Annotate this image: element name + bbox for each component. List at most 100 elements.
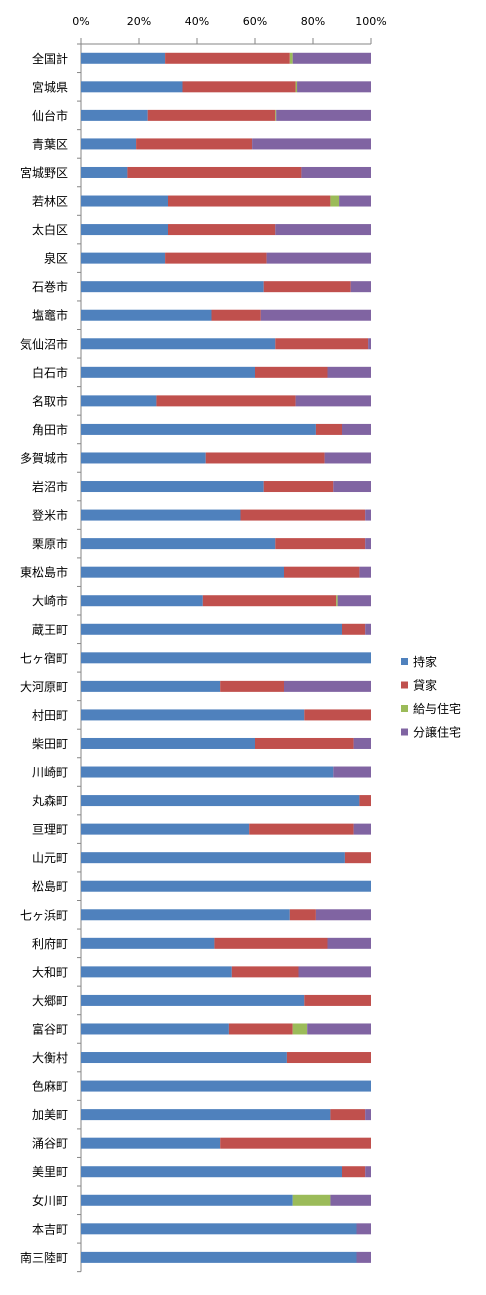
bar-segment-0 — [81, 623, 342, 635]
category-label: 泉区 — [44, 252, 68, 266]
category-label: 太白区 — [32, 222, 68, 237]
bar-segment-1 — [240, 509, 366, 521]
bar-segment-0 — [81, 338, 276, 350]
category-label: 松島町 — [32, 879, 68, 894]
bar-segment-0 — [81, 566, 284, 578]
bar-segment-1 — [231, 966, 299, 978]
bar-segment-1 — [228, 1023, 293, 1035]
bar-segment-0 — [81, 109, 148, 121]
bar-segment-1 — [165, 252, 267, 264]
category-label: 大衡村 — [32, 1051, 68, 1065]
category-label: 大河原町 — [20, 680, 68, 694]
bar-segment-3 — [330, 1194, 371, 1206]
bar-segment-3 — [260, 309, 371, 321]
category-label: 大崎市 — [32, 593, 68, 608]
bar-segment-1 — [304, 994, 371, 1006]
category-label: 東松島市 — [20, 565, 68, 580]
bar-segment-1 — [168, 224, 276, 236]
bar-segment-0 — [81, 395, 157, 407]
category-label: 川崎町 — [32, 766, 68, 780]
bar-segment-3 — [368, 338, 371, 350]
category-label: 柴田町 — [32, 737, 68, 751]
x-tick-label: 0% — [72, 15, 89, 28]
legend-label: 分譲住宅 — [413, 725, 461, 740]
category-label: 蔵王町 — [32, 623, 68, 637]
bar-segment-1 — [220, 680, 284, 692]
bar-segment-1 — [275, 338, 369, 350]
bar-segment-0 — [81, 195, 168, 207]
bar-segment-1 — [289, 909, 316, 921]
bar-segment-3 — [365, 1109, 371, 1121]
bar-segment-0 — [81, 166, 128, 178]
x-tick-label: 100% — [355, 15, 386, 28]
bar-segment-3 — [301, 166, 371, 178]
bar-segment-0 — [81, 737, 255, 749]
bar-segment-1 — [330, 1109, 366, 1121]
x-tick-label: 40% — [185, 15, 209, 28]
bar-segment-3 — [350, 281, 371, 293]
bar-segment-2 — [336, 595, 338, 607]
bar-segment-3 — [327, 937, 371, 949]
bar-segment-2 — [292, 1023, 308, 1035]
bar-segment-3 — [284, 680, 371, 692]
bar-segment-3 — [297, 81, 371, 93]
category-label: 岩沼市 — [32, 479, 68, 494]
bar-segment-1 — [315, 423, 342, 435]
bar-segment-0 — [81, 680, 221, 692]
bar-segment-3 — [337, 595, 371, 607]
bar-segment-3 — [356, 1251, 371, 1263]
bar-segment-1 — [214, 937, 328, 949]
bar-segment-3 — [292, 52, 371, 64]
category-label: 宮城県 — [32, 79, 68, 94]
bar-segment-3 — [324, 452, 371, 464]
bar-segment-0 — [81, 481, 264, 493]
bar-segment-1 — [342, 1166, 366, 1178]
category-label: 大和町 — [32, 965, 68, 979]
bar-segment-0 — [81, 81, 183, 93]
bar-segment-3 — [353, 737, 371, 749]
category-label: 宮城野区 — [20, 165, 68, 180]
bar-segment-0 — [81, 509, 241, 521]
bar-segment-1 — [359, 795, 371, 807]
bar-segment-1 — [304, 709, 371, 721]
bar-segment-3 — [339, 195, 371, 207]
category-label: 七ヶ浜町 — [20, 908, 68, 922]
legend-swatch — [401, 658, 408, 665]
bar-segment-0 — [81, 652, 371, 664]
bar-segment-1 — [211, 309, 261, 321]
bar-segment-0 — [81, 766, 334, 778]
bar-segment-0 — [81, 966, 232, 978]
bar-segment-1 — [165, 52, 290, 64]
bar-segment-0 — [81, 709, 305, 721]
bar-segment-2 — [330, 195, 340, 207]
category-label: 仙台市 — [32, 108, 68, 123]
bar-segment-3 — [307, 1023, 371, 1035]
bar-segment-0 — [81, 1166, 342, 1178]
category-label: 南三陸町 — [20, 1250, 68, 1265]
bar-segment-3 — [327, 366, 371, 378]
bar-segment-3 — [252, 138, 371, 150]
bar-segment-0 — [81, 1023, 229, 1035]
bar-segment-1 — [220, 1137, 371, 1149]
category-label: 丸森町 — [32, 793, 68, 808]
bar-segment-1 — [205, 452, 325, 464]
bar-segment-0 — [81, 795, 360, 807]
bar-segment-1 — [202, 595, 337, 607]
bar-segment-3 — [359, 566, 371, 578]
bar-segment-3 — [298, 966, 371, 978]
legend-swatch — [401, 728, 408, 736]
bar-segment-0 — [81, 909, 290, 921]
bar-segment-0 — [81, 1194, 293, 1206]
legend-swatch — [401, 705, 408, 712]
category-label: 山元町 — [32, 851, 68, 865]
bar-segment-0 — [81, 1251, 357, 1263]
bar-segment-3 — [276, 109, 371, 121]
bar-segment-3 — [365, 509, 371, 521]
bar-segment-0 — [81, 138, 137, 150]
bar-segment-0 — [81, 937, 215, 949]
bar-segment-0 — [81, 823, 250, 835]
bar-segment-0 — [81, 281, 264, 293]
category-label: 白石市 — [32, 365, 68, 380]
category-label: 富谷町 — [32, 1021, 68, 1036]
bar-segment-0 — [81, 1137, 221, 1149]
